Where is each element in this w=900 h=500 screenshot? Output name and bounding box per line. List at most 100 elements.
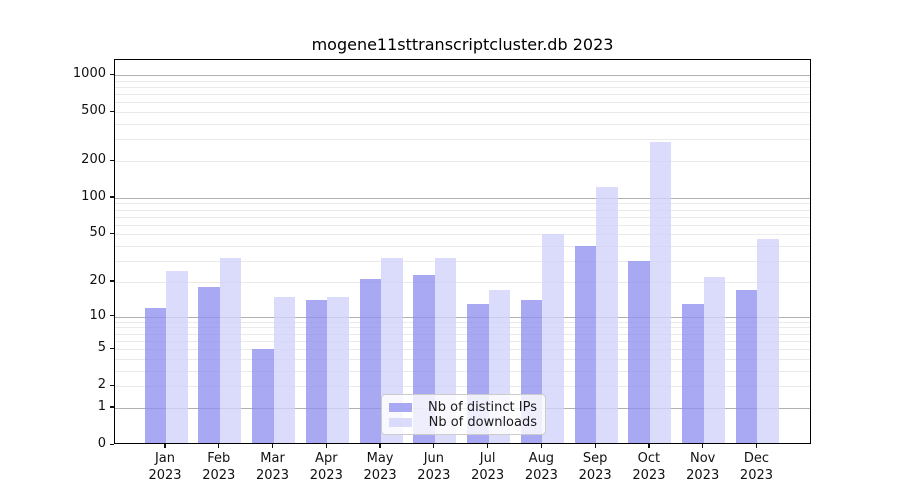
x-tick-month-apr: Apr — [315, 451, 338, 466]
gridline-minor-40 — [115, 246, 810, 248]
x-tick-label-aug: Aug 2023 — [509, 450, 573, 484]
x-tick-mar — [271, 444, 274, 448]
gridline-major-1000 — [115, 75, 810, 77]
bar-nb-of-downloads-dec — [757, 238, 779, 443]
bar-nb-of-distinct-ips-dec — [735, 290, 758, 443]
y-tick-label-1000: 1000 — [72, 66, 106, 82]
bar-nb-of-downloads-mar — [273, 296, 296, 443]
x-tick-month-oct: Oct — [637, 451, 661, 466]
gridline-minor-3 — [115, 370, 810, 372]
x-tick-may — [379, 444, 381, 448]
x-tick-label-dec: Dec 2023 — [724, 450, 788, 484]
legend: Nb of distinct IPs Nb of downloads — [381, 394, 546, 435]
gridline-minor-400 — [115, 124, 810, 126]
x-tick-year-jul: 2023 — [471, 468, 505, 483]
bar-nb-of-distinct-ips-feb — [198, 287, 220, 443]
x-tick-year-mar: 2023 — [255, 468, 290, 483]
y-tick-1 — [110, 406, 114, 408]
x-tick-year-dec: 2023 — [739, 468, 774, 483]
gridline-minor-200 — [115, 161, 810, 163]
bar-nb-of-downloads-feb — [219, 257, 242, 443]
y-tick-label-5: 5 — [97, 340, 106, 356]
x-tick-label-sep: Sep 2023 — [563, 450, 627, 484]
y-tick-20 — [110, 280, 114, 282]
y-tick-label-0: 0 — [97, 436, 106, 451]
gridline-minor-300 — [115, 139, 810, 141]
x-tick-label-feb: Feb 2023 — [187, 450, 251, 484]
y-tick-label-200: 200 — [81, 152, 106, 168]
legend-label-nb-of-downloads: Nb of downloads — [428, 415, 537, 430]
bar-nb-of-downloads-aug — [542, 234, 564, 443]
x-tick-month-feb: Feb — [207, 451, 231, 466]
legend-swatch-nb-of-downloads — [389, 417, 412, 428]
gridline-minor-60 — [115, 224, 810, 226]
gridline-minor-5 — [115, 349, 810, 351]
y-tick-label-10: 10 — [89, 307, 106, 323]
x-tick-month-may: May — [366, 451, 394, 466]
legend-item-nb-of-downloads: Nb of downloads — [389, 415, 537, 430]
bar-nb-of-distinct-ips-may — [359, 279, 382, 443]
x-tick-month-mar: Mar — [260, 451, 285, 466]
bar-nb-of-distinct-ips-jan — [144, 307, 166, 443]
x-tick-month-sep: Sep — [582, 451, 608, 466]
y-tick-5 — [110, 347, 114, 349]
y-tick-100 — [110, 196, 114, 198]
gridline-minor-2 — [115, 386, 810, 388]
y-tick-1000 — [110, 73, 114, 75]
x-tick-year-feb: 2023 — [202, 468, 236, 483]
x-tick-year-apr: 2023 — [309, 468, 343, 483]
y-tick-label-1: 1 — [97, 398, 106, 414]
chart-title: mogene11sttranscriptcluster.db 2023 — [311, 35, 614, 54]
gridline-major-10 — [115, 316, 810, 318]
gridline-minor-50 — [115, 234, 810, 236]
x-tick-year-nov: 2023 — [686, 468, 720, 483]
x-tick-nov — [702, 444, 704, 448]
x-tick-apr — [325, 444, 327, 448]
x-tick-year-may: 2023 — [363, 468, 397, 483]
x-tick-month-aug: Aug — [528, 451, 555, 466]
gridline-minor-6 — [115, 340, 810, 342]
x-tick-label-jun: Jun 2023 — [402, 450, 466, 484]
y-tick-0 — [110, 443, 114, 445]
gridline-minor-800 — [115, 86, 810, 88]
gridline-minor-7 — [115, 333, 810, 335]
gridline-minor-900 — [115, 80, 810, 82]
gridline-minor-4 — [115, 358, 810, 360]
gridline-minor-8 — [115, 327, 810, 329]
bar-nb-of-downloads-oct — [649, 142, 672, 443]
bar-nb-of-downloads-sep — [596, 186, 618, 443]
x-tick-year-oct: 2023 — [632, 468, 666, 483]
bar-nb-of-distinct-ips-mar — [252, 349, 274, 443]
gridline-minor-30 — [115, 261, 810, 263]
y-tick-200 — [110, 159, 114, 161]
x-tick-dec — [755, 444, 758, 448]
y-tick-label-500: 500 — [81, 103, 106, 119]
x-tick-label-apr: Apr 2023 — [294, 450, 358, 484]
x-tick-jun — [433, 444, 435, 448]
y-tick-label-100: 100 — [81, 188, 106, 204]
x-tick-month-nov: Nov — [690, 451, 716, 466]
x-tick-month-jan: Jan — [154, 451, 176, 466]
bar-nb-of-distinct-ips-oct — [628, 261, 650, 443]
x-tick-oct — [648, 444, 650, 448]
gridline-minor-500 — [115, 112, 810, 114]
x-tick-year-sep: 2023 — [578, 468, 612, 483]
y-tick-10 — [110, 315, 114, 317]
bar-nb-of-distinct-ips-sep — [574, 246, 597, 443]
x-tick-label-nov: Nov 2023 — [671, 450, 735, 484]
x-tick-label-mar: Mar 2023 — [241, 450, 305, 484]
bar-nb-of-downloads-apr — [327, 296, 349, 443]
x-tick-aug — [540, 444, 542, 448]
x-tick-year-aug: 2023 — [524, 468, 558, 483]
x-tick-year-jun: 2023 — [417, 468, 451, 483]
bar-nb-of-distinct-ips-nov — [682, 303, 704, 443]
y-tick-500 — [110, 110, 114, 112]
y-tick-label-50: 50 — [89, 225, 106, 241]
x-tick-label-may: May 2023 — [348, 450, 412, 484]
plot-area: Nb of distinct IPs Nb of downloads — [114, 59, 811, 444]
x-tick-year-jan: 2023 — [148, 468, 182, 483]
gridline-major-100 — [115, 197, 810, 199]
y-tick-2 — [110, 384, 114, 386]
x-tick-label-oct: Oct 2023 — [617, 450, 681, 484]
x-tick-jan — [164, 444, 166, 448]
